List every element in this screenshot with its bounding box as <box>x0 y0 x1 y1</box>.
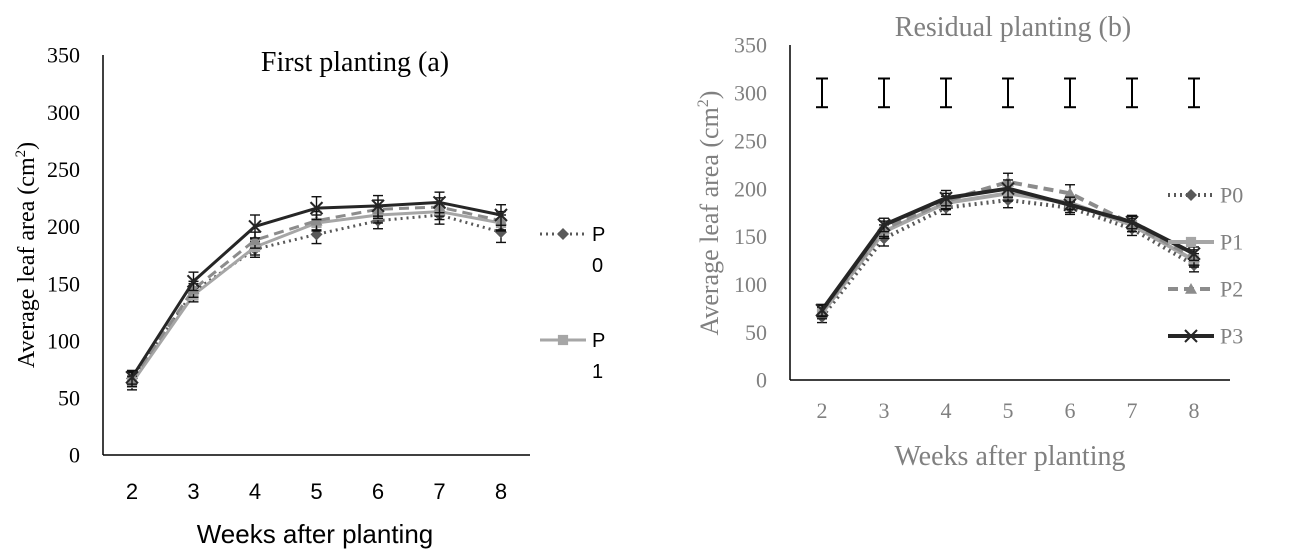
y-tick-label: 250 <box>734 128 767 153</box>
legend-item-p2: P2 <box>1168 277 1243 302</box>
series-p2 <box>126 197 507 388</box>
x-tick-label: 3 <box>187 479 199 504</box>
x-tick-label: 4 <box>941 398 952 423</box>
lsd-error-bar <box>1126 77 1138 109</box>
y-tick-label: 100 <box>47 328 80 353</box>
x-tick-label: 5 <box>1003 398 1014 423</box>
x-tick-label: 2 <box>126 479 138 504</box>
chart-title: First planting (a) <box>261 47 449 78</box>
marker-point <box>1063 198 1077 212</box>
marker-point <box>249 234 261 245</box>
chart-title: Residual planting (b) <box>895 12 1131 43</box>
y-tick-label: 150 <box>734 224 767 249</box>
legend-label: P <box>592 330 605 352</box>
legend-label: P0 <box>1220 183 1243 208</box>
marker-point <box>557 334 569 346</box>
lsd-error-bar <box>1188 77 1200 109</box>
y-tick-label: 150 <box>47 271 80 296</box>
marker-point <box>309 201 324 215</box>
series-line <box>820 191 1195 315</box>
series-p3 <box>125 191 508 385</box>
x-tick-label: 5 <box>310 479 322 504</box>
series-p3 <box>815 179 1201 317</box>
marker-point <box>1001 181 1015 196</box>
y-tick-label: 200 <box>47 214 80 239</box>
marker-point <box>1185 283 1197 294</box>
marker-point <box>248 219 262 234</box>
series-line <box>820 198 1196 319</box>
marker-point <box>877 218 891 232</box>
marker-point <box>494 208 508 222</box>
marker-point <box>371 199 385 213</box>
y-tick-label: 0 <box>69 443 80 468</box>
lsd-error-bar <box>1064 77 1076 109</box>
legend-label: P3 <box>1220 324 1243 349</box>
legend-label: 1 <box>592 361 603 383</box>
legend-label: P <box>592 224 605 246</box>
y-axis-label: Average leaf area (cm2) <box>13 142 40 368</box>
series-p0 <box>816 191 1200 324</box>
x-tick-label: 4 <box>249 479 261 504</box>
y-tick-label: 200 <box>734 176 767 201</box>
legend-label: P1 <box>1220 230 1243 255</box>
chart-residual-planting: Residual planting (b) 0 50 100 150 200 250 300… <box>695 12 1243 472</box>
y-tick-label: 250 <box>47 157 80 182</box>
x-tick-label: 6 <box>1065 398 1076 423</box>
y-tick-label: 300 <box>734 81 767 106</box>
legend-item-p1: P1 <box>1168 230 1243 255</box>
marker-point <box>495 226 507 239</box>
marker-point <box>1185 189 1197 201</box>
x-tick-label: 7 <box>433 479 445 504</box>
lsd-error-bar <box>816 77 828 109</box>
lsd-error-bar <box>878 77 890 109</box>
y-tick-label: 50 <box>58 386 80 411</box>
x-tick-label: 8 <box>1189 398 1200 423</box>
marker-point <box>1064 187 1076 199</box>
marker-point <box>186 274 201 288</box>
y-tick-label: 300 <box>47 100 80 125</box>
marker-point <box>125 370 139 384</box>
legend-item-p1: P1 <box>540 330 605 383</box>
legend-item-p0: P0 <box>540 224 605 277</box>
x-tick-label: 3 <box>879 398 890 423</box>
x-axis-label: Weeks after planting <box>895 441 1126 472</box>
marker-point <box>1185 236 1197 248</box>
x-tick-label: 6 <box>372 479 384 504</box>
x-tick-label: 2 <box>817 398 828 423</box>
legend-label: P2 <box>1220 277 1243 302</box>
y-tick-label: 100 <box>734 272 767 297</box>
x-tick-label: 8 <box>495 479 507 504</box>
marker-point <box>1184 329 1198 343</box>
marker-point <box>939 191 953 205</box>
lsd-error-bar <box>940 77 952 109</box>
y-axis-label: Average leaf area (cm2) <box>695 91 724 336</box>
y-tick-label: 50 <box>745 320 767 345</box>
legend-item-p0: P0 <box>1168 183 1243 208</box>
x-axis-label: Weeks after planting <box>197 519 434 549</box>
marker-point <box>432 195 447 210</box>
y-tick-label: 0 <box>756 368 767 393</box>
marker-point <box>815 303 829 317</box>
marker-point <box>1187 246 1201 261</box>
lsd-error-bar <box>1002 77 1014 109</box>
y-tick-label: 350 <box>47 43 80 68</box>
y-tick-label: 350 <box>734 33 767 58</box>
marker-point <box>1125 215 1139 229</box>
chart-first-planting: First planting (a) 050100150200250300350… <box>13 43 605 549</box>
marker-point <box>557 228 569 240</box>
legend-label: 0 <box>592 255 603 277</box>
x-tick-label: 7 <box>1127 398 1138 423</box>
legend-item-p3: P3 <box>1168 324 1243 349</box>
